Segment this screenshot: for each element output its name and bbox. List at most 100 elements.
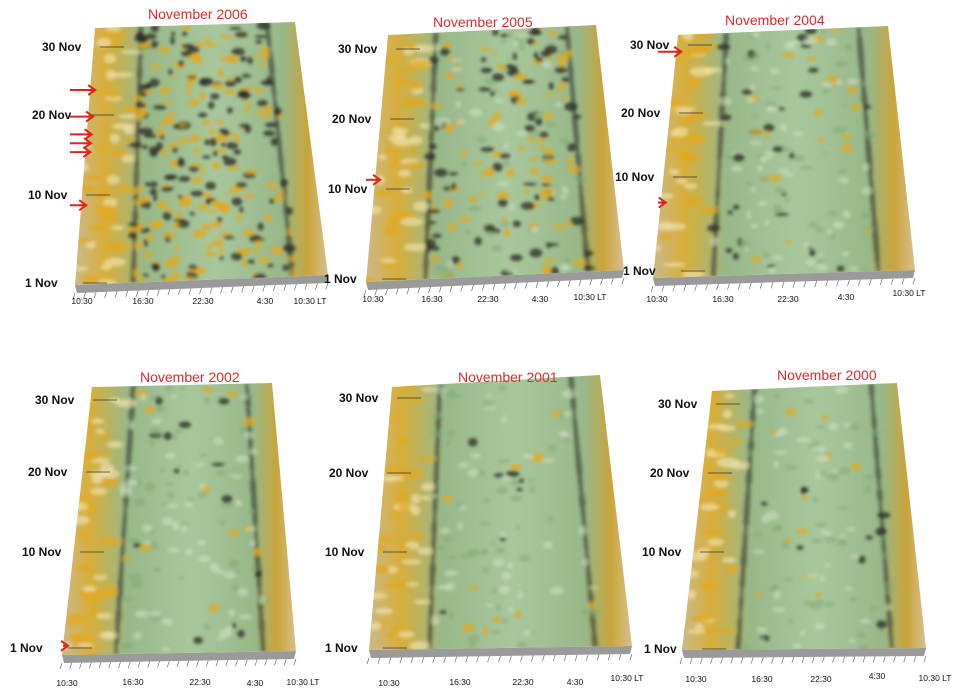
x-tick-mark — [235, 659, 238, 667]
x-tick-mark — [822, 656, 825, 663]
x-tick-mark — [293, 658, 297, 666]
x-tick-mark — [563, 654, 567, 662]
x-tick-mark — [215, 660, 219, 667]
red-arrow-marker — [70, 137, 93, 150]
surface-plot — [366, 375, 633, 665]
red-arrow-marker — [658, 45, 683, 58]
x-tick-mark — [801, 656, 805, 664]
panel-title: November 2000 — [777, 367, 877, 383]
x-tick-label: 16:30 — [132, 296, 154, 306]
x-tick-mark — [79, 662, 82, 669]
x-tick-mark — [750, 657, 754, 664]
y-tick-label: 20 Nov — [621, 106, 661, 120]
y-tick-label: 1 Nov — [325, 641, 358, 655]
x-tick-mark — [388, 657, 392, 664]
x-tick-mark — [443, 656, 446, 663]
surface-relief — [369, 376, 600, 650]
y-tick-label: 30 Nov — [658, 397, 698, 411]
x-tick-mark — [618, 654, 622, 661]
x-tick-mark — [178, 288, 181, 295]
x-tick-mark — [421, 657, 425, 664]
x-tick-mark — [118, 661, 121, 669]
x-tick-mark — [264, 659, 268, 666]
x-tick-label: 10:30 — [71, 296, 93, 306]
x-tick-mark — [811, 656, 815, 664]
y-tick-label: 20 Nov — [332, 112, 372, 126]
x-tick-mark — [679, 657, 683, 665]
x-tick-mark — [814, 280, 818, 288]
x-tick-mark — [72, 292, 76, 300]
x-tick-mark — [283, 284, 287, 291]
x-tick-mark — [196, 660, 199, 667]
x-tick-label: 4:30 — [837, 292, 855, 302]
surface-base — [653, 270, 915, 286]
x-tick-mark — [710, 657, 713, 664]
x-tick-mark — [879, 278, 883, 286]
x-tick-label: 4:30 — [531, 294, 549, 304]
y-tick-label: 10 Nov — [28, 188, 68, 202]
x-tick-mark — [727, 283, 730, 290]
x-tick-mark — [104, 291, 107, 298]
surface-relief — [366, 25, 596, 282]
x-tick-label: 10:30 — [685, 674, 707, 684]
x-tick-mark — [872, 656, 876, 663]
chart-panel-2: November 2005 30 Nov 20 Nov 10 Nov 1 Nov 10:3… — [324, 0, 638, 320]
x-tick-label: 22:30 — [477, 294, 499, 304]
red-arrow-marker — [366, 173, 382, 186]
red-arrow-marker — [658, 196, 668, 209]
x-tick-mark — [304, 283, 308, 290]
y-tick-label: 1 Nov — [25, 276, 58, 290]
x-tick-mark — [720, 657, 723, 664]
x-tick-label: 22:30 — [810, 674, 832, 684]
x-tick-mark — [465, 656, 468, 663]
x-tick-mark — [294, 284, 297, 291]
x-tick-mark — [596, 654, 600, 661]
x-tick-mark — [363, 289, 367, 297]
x-tick-mark — [514, 282, 517, 290]
surface-base — [682, 648, 926, 658]
red-arrow-marker — [60, 639, 70, 652]
x-tick-mark — [542, 655, 545, 662]
x-tick-mark — [460, 285, 464, 292]
x-tick-mark — [157, 289, 160, 296]
x-tick-mark — [509, 655, 512, 662]
x-tick-mark — [254, 659, 258, 666]
y-tick-label: 10 Nov — [328, 182, 368, 196]
x-tick-mark — [852, 656, 856, 663]
x-tick-mark — [135, 290, 139, 297]
x-tick-label: 10:30 — [362, 294, 384, 304]
x-tick-mark — [88, 662, 92, 669]
x-tick-mark — [114, 291, 118, 298]
surface-relief — [683, 383, 897, 650]
x-tick-mark — [847, 279, 850, 287]
surface-relief — [653, 26, 881, 278]
x-tick-label: 10:30 — [56, 678, 78, 688]
x-tick-mark — [503, 283, 507, 290]
x-tick-mark — [127, 661, 131, 668]
x-tick-mark — [869, 279, 872, 286]
x-tick-label: 4:30 — [256, 296, 274, 306]
x-tick-mark — [890, 278, 894, 285]
chart-panel-5: November 2001 30 Nov 20 Nov 10 Nov 1 Nov 10:3… — [325, 345, 645, 692]
x-tick-mark — [803, 281, 807, 288]
x-tick-mark — [225, 660, 229, 667]
red-arrow-marker — [70, 110, 95, 123]
x-tick-label: 22:30 — [777, 294, 799, 304]
x-tick-mark — [366, 657, 370, 665]
x-tick-mark — [531, 655, 534, 662]
x-tick-mark — [487, 656, 490, 663]
x-tick-label: 4:30 — [246, 678, 264, 688]
x-tick-mark — [438, 286, 442, 293]
x-tick-mark — [410, 657, 414, 664]
x-tick-mark — [862, 656, 866, 663]
x-tick-mark — [481, 284, 485, 291]
x-tick-mark — [166, 661, 170, 668]
red-arrow-marker — [70, 146, 93, 158]
x-tick-mark — [716, 283, 719, 291]
chart-panel-4: November 2002 30 Nov 20 Nov 10 Nov 1 Nov 10:3… — [0, 345, 319, 692]
x-tick-label: 10:30 — [646, 294, 668, 304]
y-tick-label: 10 Nov — [615, 170, 655, 184]
x-tick-label: 16:30 — [751, 674, 773, 684]
x-tick-mark — [832, 656, 835, 663]
x-tick-mark — [167, 289, 171, 296]
